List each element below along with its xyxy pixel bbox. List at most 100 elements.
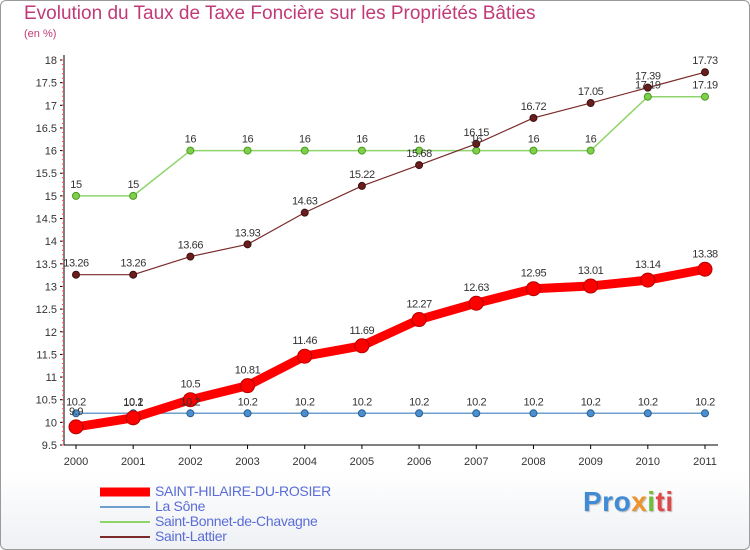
legend-swatch xyxy=(100,535,150,538)
data-point xyxy=(243,409,252,418)
data-label: 10.5 xyxy=(180,379,200,391)
data-point xyxy=(297,348,313,364)
data-point xyxy=(125,410,141,426)
data-label: 10.1 xyxy=(123,397,143,409)
legend-label: Saint-Bonnet-de-Chavagne xyxy=(155,513,318,529)
data-label: 11.69 xyxy=(350,325,375,337)
data-label: 16 xyxy=(242,134,254,146)
legend-label: SAINT-HILAIRE-DU-ROSIER xyxy=(155,483,331,499)
data-point xyxy=(186,409,195,418)
x-tick-label: 2003 xyxy=(235,456,259,468)
data-point xyxy=(357,409,366,418)
data-label: 13.66 xyxy=(178,240,204,252)
y-axis-unit-label: (en %) xyxy=(24,28,57,40)
data-label: 16 xyxy=(528,134,540,146)
series-line xyxy=(75,264,706,432)
data-label: 10.2 xyxy=(238,396,258,408)
x-tick-label: 2011 xyxy=(693,456,717,468)
data-point xyxy=(586,409,595,418)
data-point xyxy=(182,392,198,408)
data-label: 10.2 xyxy=(295,396,315,408)
data-label: 13.14 xyxy=(635,259,661,271)
x-tick-label: 2004 xyxy=(292,456,316,468)
data-label: 16 xyxy=(299,134,311,146)
data-label: 10.2 xyxy=(123,396,143,408)
data-point xyxy=(529,113,538,122)
data-label: 10.2 xyxy=(66,396,86,408)
y-tick-label: 17 xyxy=(45,100,57,112)
data-label: 17.19 xyxy=(635,80,661,92)
data-point xyxy=(468,295,484,311)
legend-swatch xyxy=(100,505,150,508)
data-label: 16 xyxy=(585,134,597,146)
data-point xyxy=(186,146,195,155)
data-point xyxy=(72,270,80,279)
y-tick-label: 10.5 xyxy=(36,395,57,407)
data-label: 16.72 xyxy=(521,101,547,113)
y-tick-label: 16 xyxy=(45,146,57,158)
data-point xyxy=(129,270,138,279)
data-point xyxy=(701,409,709,418)
data-point xyxy=(586,99,595,108)
data-point xyxy=(72,409,80,418)
data-point xyxy=(472,146,481,155)
data-point xyxy=(300,146,309,155)
data-point xyxy=(701,68,709,77)
data-point xyxy=(586,146,595,155)
x-tick-label: 2010 xyxy=(636,456,660,468)
data-label: 10.2 xyxy=(466,396,486,408)
data-point xyxy=(354,338,370,354)
data-point xyxy=(697,261,713,277)
y-tick-label: 15.5 xyxy=(36,168,57,180)
x-tick-label: 2007 xyxy=(464,456,488,468)
data-point xyxy=(643,92,652,101)
x-tick-label: 2001 xyxy=(121,456,145,468)
x-tick-label: 2000 xyxy=(64,456,88,468)
data-label: 10.2 xyxy=(581,396,601,408)
data-point xyxy=(529,409,538,418)
x-tick-label: 2008 xyxy=(521,456,545,468)
legend-label: Saint-Lattier xyxy=(155,528,227,544)
data-label: 12.63 xyxy=(464,282,490,294)
series-line xyxy=(76,71,706,276)
y-tick-label: 11.5 xyxy=(36,349,57,361)
data-label: 14.63 xyxy=(292,196,318,208)
y-tick-label: 15 xyxy=(45,191,57,203)
y-tick-label: 17.5 xyxy=(36,78,57,90)
y-tick-label: 16.5 xyxy=(36,123,57,135)
y-tick-label: 14.5 xyxy=(36,214,57,226)
data-label: 15 xyxy=(70,179,82,191)
legend-label: La Sône xyxy=(155,498,206,514)
data-label: 10.2 xyxy=(409,396,429,408)
y-tick-label: 12.5 xyxy=(36,304,57,316)
data-point xyxy=(415,146,424,155)
data-label: 9.9 xyxy=(69,406,83,418)
data-point xyxy=(415,409,424,418)
data-point xyxy=(240,378,256,394)
data-point xyxy=(411,312,427,328)
data-point xyxy=(72,191,80,200)
data-point xyxy=(300,208,309,217)
data-point xyxy=(640,272,656,288)
data-point xyxy=(243,240,252,249)
x-tick-label: 2009 xyxy=(578,456,602,468)
data-point xyxy=(472,409,481,418)
data-point xyxy=(472,139,481,148)
data-label: 13.26 xyxy=(120,258,146,270)
series-line xyxy=(76,95,705,197)
data-point xyxy=(186,252,195,261)
data-label: 15 xyxy=(127,179,139,191)
data-point xyxy=(525,281,541,297)
data-point xyxy=(415,161,424,170)
data-label: 13.01 xyxy=(578,265,604,277)
data-label: 15.68 xyxy=(406,148,432,160)
data-point xyxy=(529,146,538,155)
data-label: 13.38 xyxy=(692,248,718,260)
y-tick-label: 13 xyxy=(45,281,57,293)
data-point xyxy=(300,409,309,418)
data-label: 10.2 xyxy=(352,396,372,408)
data-point xyxy=(643,409,652,418)
data-point xyxy=(357,181,366,190)
data-point xyxy=(68,419,84,435)
